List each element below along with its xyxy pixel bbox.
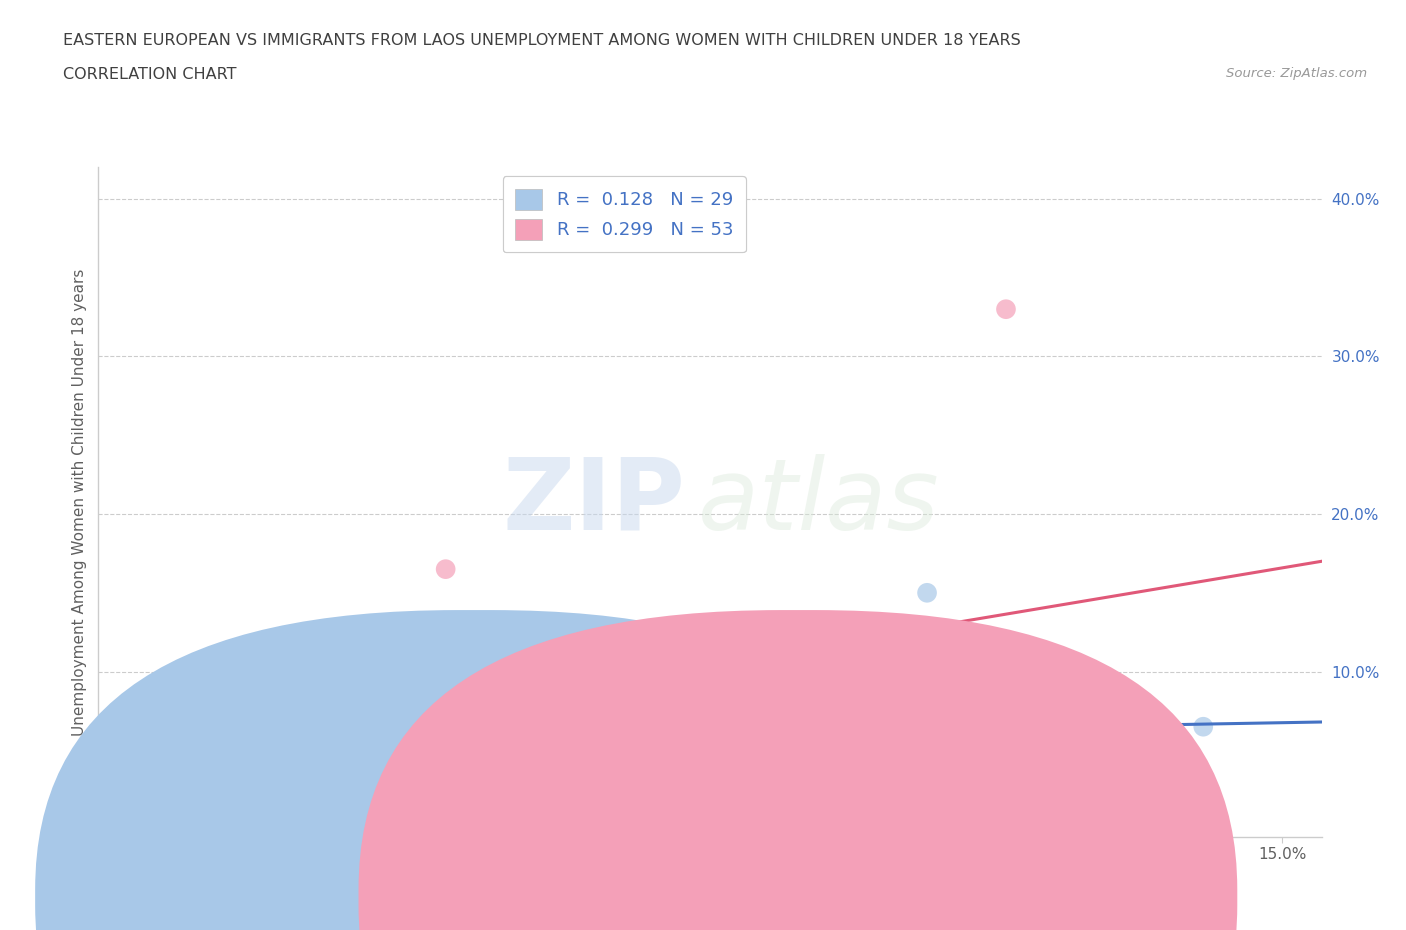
Point (465, 724, 488, 738)
Point (127, 730, 149, 745)
Point (174, 734, 197, 749)
Point (465, 698, 488, 713)
Point (600, 723, 623, 737)
Point (260, 672, 283, 687)
Legend: R =  0.128   N = 29, R =  0.299   N = 53: R = 0.128 N = 29, R = 0.299 N = 53 (503, 177, 747, 252)
Point (1114, 766, 1136, 781)
Point (118, 739, 141, 754)
Point (96, 719, 118, 734)
Point (181, 727, 204, 742)
Point (150, 730, 173, 745)
Text: Immigrants from Laos: Immigrants from Laos (780, 884, 963, 902)
Point (994, 301, 1017, 316)
Point (190, 751, 212, 765)
Point (118, 727, 141, 742)
Point (498, 746, 520, 761)
Point (347, 672, 370, 687)
Point (221, 703, 243, 718)
Point (277, 698, 299, 713)
Point (419, 751, 441, 765)
Point (323, 711, 346, 726)
Point (238, 719, 260, 734)
Point (159, 746, 181, 761)
Point (404, 735, 426, 750)
Point (371, 730, 394, 745)
Text: atlas: atlas (697, 454, 939, 551)
Point (308, 693, 330, 708)
Point (380, 703, 402, 718)
Point (576, 755, 599, 770)
Point (238, 735, 260, 750)
Text: EASTERN EUROPEAN VS IMMIGRANTS FROM LAOS UNEMPLOYMENT AMONG WOMEN WITH CHILDREN : EASTERN EUROPEAN VS IMMIGRANTS FROM LAOS… (63, 33, 1021, 47)
Point (214, 680, 236, 695)
Point (640, 735, 662, 750)
Point (166, 703, 188, 718)
Text: Source: ZipAtlas.com: Source: ZipAtlas.com (1226, 67, 1367, 80)
Point (142, 714, 165, 729)
Point (915, 585, 938, 600)
Point (395, 766, 418, 781)
Point (546, 743, 568, 758)
Point (363, 688, 385, 703)
Point (198, 709, 221, 724)
Point (284, 735, 307, 750)
Point (434, 562, 457, 577)
Y-axis label: Unemployment Among Women with Children Under 18 years: Unemployment Among Women with Children U… (72, 269, 87, 736)
Point (166, 723, 188, 737)
Point (837, 724, 859, 738)
Point (797, 714, 820, 729)
Point (205, 730, 228, 745)
Point (229, 711, 252, 726)
Point (522, 672, 544, 687)
Point (181, 727, 204, 742)
Point (482, 730, 505, 745)
Point (561, 668, 583, 683)
Point (111, 735, 134, 750)
Point (994, 746, 1017, 761)
Point (640, 672, 662, 687)
Point (600, 730, 623, 745)
Point (103, 727, 125, 742)
Point (166, 711, 188, 726)
Text: CORRELATION CHART: CORRELATION CHART (63, 67, 236, 82)
Point (245, 696, 267, 711)
Point (221, 727, 243, 742)
Point (159, 743, 181, 758)
Point (150, 730, 173, 745)
Point (205, 688, 228, 703)
Point (174, 719, 197, 734)
Point (308, 730, 330, 745)
Point (718, 714, 741, 729)
Point (340, 696, 363, 711)
Point (135, 735, 157, 750)
Point (837, 625, 859, 640)
Point (284, 719, 307, 734)
Point (718, 680, 741, 695)
Point (876, 746, 898, 761)
Point (340, 727, 363, 742)
Point (190, 696, 212, 711)
Point (1192, 719, 1215, 734)
Point (142, 735, 165, 750)
Point (135, 724, 157, 738)
Point (127, 724, 149, 738)
Text: ZIP: ZIP (503, 454, 686, 551)
Text: Eastern Europeans: Eastern Europeans (457, 884, 612, 902)
Point (205, 714, 228, 729)
Point (253, 735, 276, 750)
Point (260, 724, 283, 738)
Point (269, 664, 291, 679)
Point (301, 677, 323, 692)
Point (404, 759, 426, 774)
Point (522, 727, 544, 742)
Point (679, 703, 702, 718)
